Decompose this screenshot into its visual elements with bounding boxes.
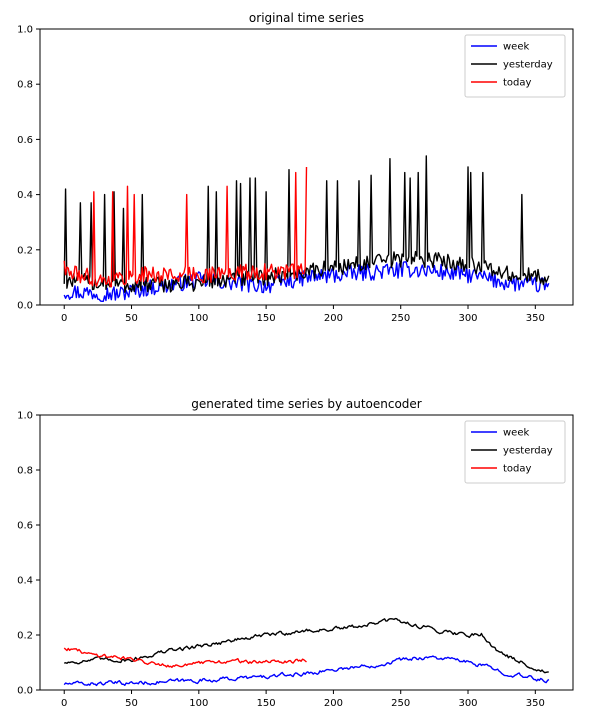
subplot-original-time-series: original time series 0 50 100 150 200 250 300 3… bbox=[17, 11, 574, 324]
legend-entry-yesterday: yesterday bbox=[503, 60, 553, 71]
series-line-today bbox=[63, 647, 307, 669]
x-tick-label: 100 bbox=[189, 313, 208, 324]
x-tick-label: 250 bbox=[391, 313, 410, 324]
y-tick-label: 0.0 bbox=[17, 686, 33, 697]
plot-area bbox=[39, 28, 574, 306]
x-axis: 0 50 100 150 200 250 300 350 bbox=[61, 305, 545, 324]
series-layer bbox=[63, 155, 550, 302]
plot-area bbox=[39, 414, 574, 691]
y-tick-label: 0.6 bbox=[17, 521, 33, 532]
x-tick-label: 100 bbox=[189, 698, 208, 709]
y-tick-label: 1.0 bbox=[17, 25, 33, 36]
x-tick-label: 150 bbox=[257, 698, 276, 709]
x-tick-label: 300 bbox=[458, 313, 477, 324]
subplot-generated-time-series: generated time series by autoencoder 0 50… bbox=[17, 397, 574, 709]
y-tick-label: 0.8 bbox=[17, 466, 33, 477]
legend: week yesterday today bbox=[464, 420, 566, 484]
y-tick-label: 0.2 bbox=[17, 631, 33, 642]
y-axis: 0.0 0.2 0.4 0.6 0.8 1.0 bbox=[17, 25, 40, 312]
legend-entry-today: today bbox=[503, 78, 532, 89]
y-tick-label: 0.0 bbox=[17, 301, 33, 312]
x-tick-label: 0 bbox=[61, 313, 67, 324]
legend-entry-yesterday: yesterday bbox=[503, 446, 553, 457]
x-tick-label: 50 bbox=[125, 698, 138, 709]
legend: week yesterday today bbox=[464, 34, 566, 98]
series-line-yesterday bbox=[63, 617, 549, 674]
x-tick-label: 300 bbox=[458, 698, 477, 709]
x-tick-label: 50 bbox=[125, 313, 138, 324]
y-tick-label: 0.4 bbox=[17, 576, 33, 587]
legend-entry-week: week bbox=[503, 42, 529, 53]
x-tick-label: 150 bbox=[257, 313, 276, 324]
chart-title: generated time series by autoencoder bbox=[191, 397, 422, 411]
x-tick-label: 200 bbox=[324, 698, 343, 709]
x-tick-label: 200 bbox=[324, 313, 343, 324]
y-tick-label: 0.6 bbox=[17, 135, 33, 146]
series-line-yesterday bbox=[63, 155, 550, 293]
y-axis: 0.0 0.2 0.4 0.6 0.8 1.0 bbox=[17, 411, 40, 697]
chart-title: original time series bbox=[249, 11, 364, 25]
x-axis: 0 50 100 150 200 250 300 350 bbox=[61, 690, 545, 709]
x-tick-label: 350 bbox=[526, 313, 545, 324]
legend-entry-week: week bbox=[503, 428, 529, 439]
x-tick-label: 350 bbox=[526, 698, 545, 709]
x-tick-label: 0 bbox=[61, 698, 67, 709]
series-line-week bbox=[63, 261, 550, 302]
series-line-week bbox=[63, 655, 550, 687]
y-tick-label: 0.2 bbox=[17, 245, 33, 256]
x-tick-label: 250 bbox=[391, 698, 410, 709]
legend-entry-today: today bbox=[503, 464, 532, 475]
y-tick-label: 0.8 bbox=[17, 80, 33, 91]
series-layer bbox=[63, 617, 550, 687]
series-line-today bbox=[63, 166, 308, 288]
y-tick-label: 1.0 bbox=[17, 411, 33, 422]
y-tick-label: 0.4 bbox=[17, 190, 33, 201]
